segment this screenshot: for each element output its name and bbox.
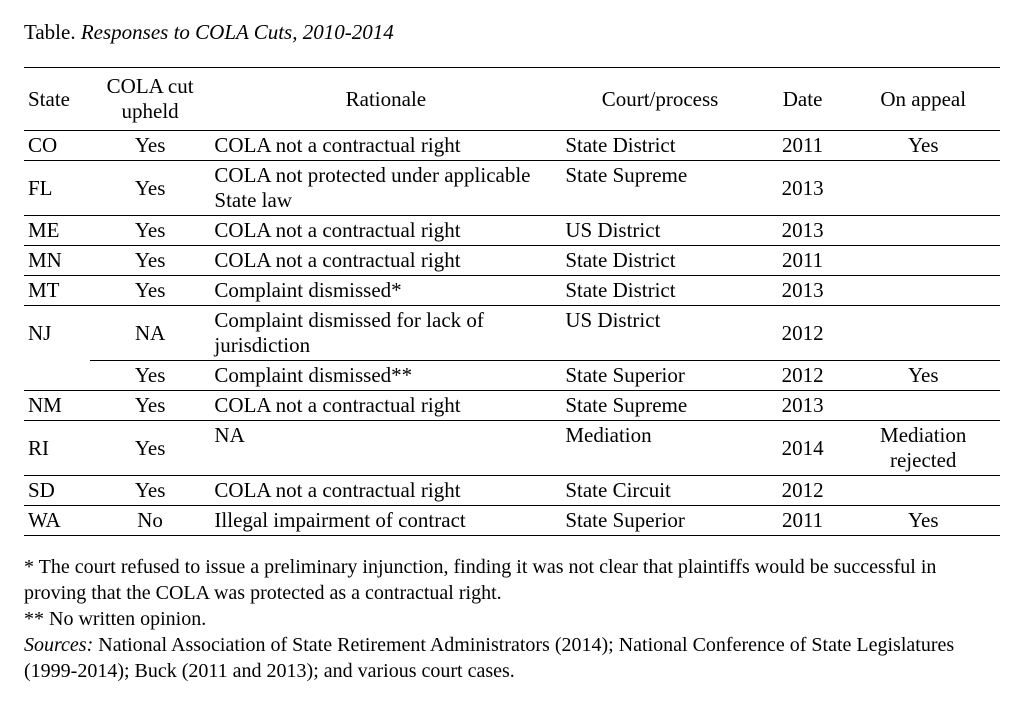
sources-label: Sources:	[24, 634, 93, 656]
cell-rationale: COLA not a contractual right	[210, 131, 561, 161]
cell-state: SD	[24, 476, 90, 506]
col-upheld: COLA cut upheld	[90, 68, 211, 131]
col-state: State	[24, 68, 90, 131]
cell-rationale: COLA not a contractual right	[210, 246, 561, 276]
cell-court: State District	[561, 246, 758, 276]
sources: Sources: National Association of State R…	[24, 632, 1000, 684]
footnote-1: * The court refused to issue a prelimina…	[24, 554, 1000, 606]
cell-court: Mediation	[561, 421, 758, 476]
title-prefix: Table.	[24, 20, 81, 44]
cell-date: 2014	[759, 421, 847, 476]
cell-state: FL	[24, 161, 90, 216]
cell-date: 2013	[759, 216, 847, 246]
cell-state	[24, 361, 90, 391]
cell-appeal: Yes	[846, 361, 1000, 391]
cell-state: NJ	[24, 306, 90, 361]
row-co: CO Yes COLA not a contractual right Stat…	[24, 131, 1000, 161]
cell-court: State District	[561, 131, 758, 161]
cell-appeal	[846, 306, 1000, 361]
cell-date: 2013	[759, 391, 847, 421]
row-mn: MN Yes COLA not a contractual right Stat…	[24, 246, 1000, 276]
cell-state: RI	[24, 421, 90, 476]
row-mt: MT Yes Complaint dismissed* State Distri…	[24, 276, 1000, 306]
col-date: Date	[759, 68, 847, 131]
row-nj-2: Yes Complaint dismissed** State Superior…	[24, 361, 1000, 391]
cell-rationale: NA	[210, 421, 561, 476]
cell-court: State Circuit	[561, 476, 758, 506]
cell-state: CO	[24, 131, 90, 161]
cell-appeal	[846, 391, 1000, 421]
col-rationale: Rationale	[210, 68, 561, 131]
table-title: Table. Responses to COLA Cuts, 2010-2014	[24, 20, 1000, 45]
cell-appeal: Yes	[846, 506, 1000, 536]
cell-date: 2011	[759, 506, 847, 536]
cell-court: State District	[561, 276, 758, 306]
row-nj-1: NJ NA Complaint dismissed for lack of ju…	[24, 306, 1000, 361]
row-fl: FL Yes COLA not protected under applicab…	[24, 161, 1000, 216]
cell-date: 2011	[759, 131, 847, 161]
cell-upheld: Yes	[90, 246, 211, 276]
cell-court: State Supreme	[561, 391, 758, 421]
cell-state: WA	[24, 506, 90, 536]
title-body: Responses to COLA Cuts, 2010-2014	[81, 20, 394, 44]
cell-court: US District	[561, 306, 758, 361]
row-me: ME Yes COLA not a contractual right US D…	[24, 216, 1000, 246]
cell-court: State Superior	[561, 361, 758, 391]
footnotes: * The court refused to issue a prelimina…	[24, 554, 1000, 684]
cell-rationale: Illegal impairment of contract	[210, 506, 561, 536]
cell-upheld: Yes	[90, 161, 211, 216]
cell-court: State Supreme	[561, 161, 758, 216]
cell-appeal	[846, 276, 1000, 306]
cell-upheld: Yes	[90, 421, 211, 476]
cell-rationale: Complaint dismissed**	[210, 361, 561, 391]
cell-appeal	[846, 216, 1000, 246]
cell-state: MN	[24, 246, 90, 276]
cell-date: 2011	[759, 246, 847, 276]
cell-state: NM	[24, 391, 90, 421]
cell-upheld: NA	[90, 306, 211, 361]
footnote-2: ** No written opinion.	[24, 606, 1000, 632]
cell-appeal: Mediation rejected	[846, 421, 1000, 476]
cell-upheld: Yes	[90, 391, 211, 421]
row-wa: WA No Illegal impairment of contract Sta…	[24, 506, 1000, 536]
col-court: Court/process	[561, 68, 758, 131]
cell-appeal	[846, 246, 1000, 276]
cell-rationale: COLA not a contractual right	[210, 391, 561, 421]
cell-upheld: Yes	[90, 361, 211, 391]
cell-court: US District	[561, 216, 758, 246]
cell-rationale: COLA not a contractual right	[210, 476, 561, 506]
row-nm: NM Yes COLA not a contractual right Stat…	[24, 391, 1000, 421]
cell-appeal	[846, 476, 1000, 506]
row-sd: SD Yes COLA not a contractual right Stat…	[24, 476, 1000, 506]
header-row: State COLA cut upheld Rationale Court/pr…	[24, 68, 1000, 131]
cell-rationale: Complaint dismissed*	[210, 276, 561, 306]
cell-date: 2012	[759, 361, 847, 391]
cola-table: State COLA cut upheld Rationale Court/pr…	[24, 67, 1000, 536]
cell-date: 2013	[759, 161, 847, 216]
cell-date: 2012	[759, 476, 847, 506]
cell-state: ME	[24, 216, 90, 246]
cell-state: MT	[24, 276, 90, 306]
cell-rationale: Complaint dismissed for lack of jurisdic…	[210, 306, 561, 361]
cell-court: State Superior	[561, 506, 758, 536]
cell-appeal: Yes	[846, 131, 1000, 161]
cell-upheld: Yes	[90, 276, 211, 306]
col-appeal: On appeal	[846, 68, 1000, 131]
cell-upheld: No	[90, 506, 211, 536]
cell-rationale: COLA not protected under applicable Stat…	[210, 161, 561, 216]
cell-upheld: Yes	[90, 476, 211, 506]
cell-upheld: Yes	[90, 216, 211, 246]
cell-upheld: Yes	[90, 131, 211, 161]
cell-appeal	[846, 161, 1000, 216]
cell-date: 2013	[759, 276, 847, 306]
sources-body: National Association of State Retirement…	[24, 634, 954, 682]
row-ri: RI Yes NA Mediation 2014 Mediation rejec…	[24, 421, 1000, 476]
cell-rationale: COLA not a contractual right	[210, 216, 561, 246]
cell-date: 2012	[759, 306, 847, 361]
